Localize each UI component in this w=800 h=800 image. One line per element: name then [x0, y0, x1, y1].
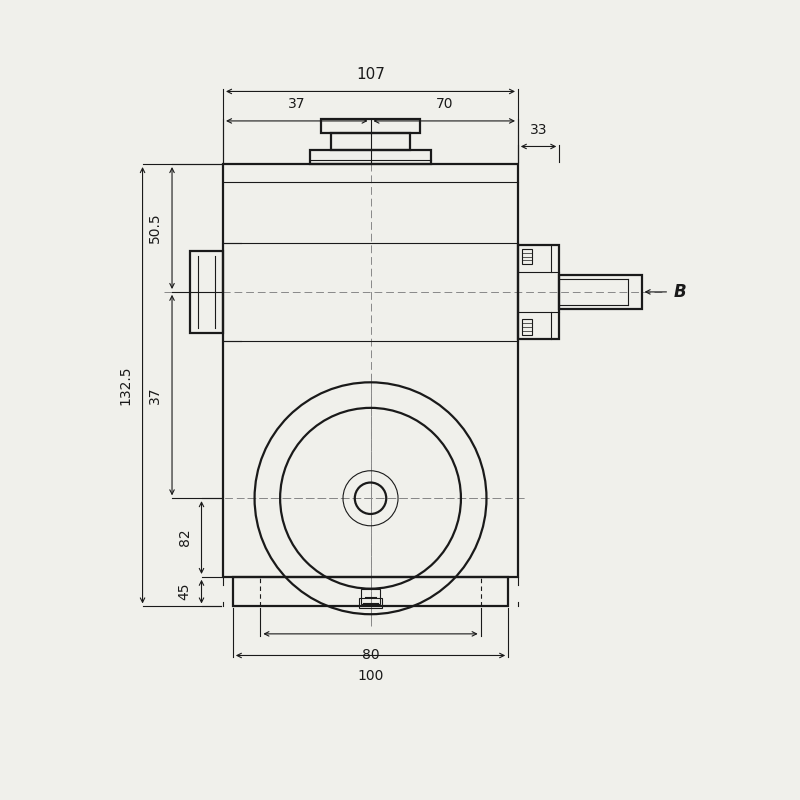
Text: 45: 45 [178, 583, 192, 600]
Text: B: B [673, 283, 686, 301]
Bar [310, 150, 431, 164]
Bar [518, 245, 559, 339]
Text: 37: 37 [288, 97, 306, 111]
Text: 80: 80 [362, 648, 379, 662]
Bar [559, 275, 642, 309]
Bar [361, 589, 380, 604]
Text: 33: 33 [530, 122, 547, 137]
Text: 70: 70 [435, 97, 453, 111]
Bar [522, 319, 532, 335]
Bar [522, 249, 532, 264]
Text: 37: 37 [148, 386, 162, 404]
Bar [322, 119, 420, 133]
Text: 132.5: 132.5 [118, 366, 133, 405]
Bar [233, 577, 508, 606]
Bar [358, 598, 382, 608]
Bar [331, 133, 410, 150]
Text: 100: 100 [358, 670, 384, 683]
Text: 82: 82 [178, 529, 192, 546]
Bar [190, 250, 223, 333]
Bar [223, 164, 518, 577]
Text: 50.5: 50.5 [148, 213, 162, 243]
Text: 107: 107 [356, 66, 385, 82]
